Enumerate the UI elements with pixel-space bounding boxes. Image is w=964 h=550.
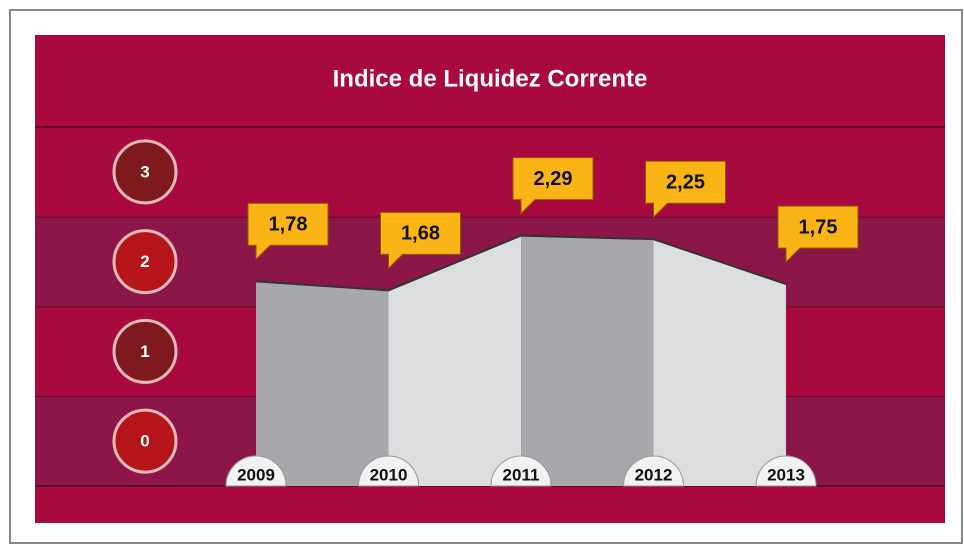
x-tick-label: 2012: [635, 465, 673, 484]
y-tick-label: 3: [140, 162, 149, 181]
callout: [777, 205, 859, 264]
area-segment: [653, 239, 786, 486]
callout: [512, 157, 594, 215]
x-badge: [622, 455, 685, 487]
y-tick-label: 0: [140, 432, 149, 451]
value-label: 2,29: [534, 168, 573, 190]
y-tick-badge: [112, 408, 178, 474]
y-tick-badge: [112, 139, 178, 205]
area-segment: [388, 235, 521, 486]
band: [35, 127, 945, 217]
x-tick-label: 2011: [503, 465, 540, 484]
x-tick-label: 2009: [237, 465, 275, 484]
x-tick-label: 2013: [767, 465, 805, 484]
value-label: 1,78: [269, 214, 308, 236]
value-label: 1,68: [401, 223, 440, 245]
x-tick-label: 2010: [370, 465, 408, 484]
value-label: 1,75: [799, 216, 838, 238]
callout: [247, 202, 329, 261]
x-badge: [490, 455, 552, 487]
area-segment: [256, 281, 389, 486]
area-line: [255, 234, 787, 292]
callout: [645, 160, 726, 219]
x-badge: [357, 455, 420, 487]
x-badge: [225, 455, 287, 487]
y-tick-badge: [112, 318, 178, 384]
chart-title: Indice de Liquidez Corrente: [333, 65, 648, 92]
x-badge: [755, 455, 817, 487]
y-tick-label: 1: [140, 342, 149, 361]
y-tick-badge: [112, 229, 178, 295]
y-tick-label: 2: [140, 252, 149, 271]
area-segment: [521, 235, 654, 486]
value-label: 2,25: [666, 171, 705, 193]
callout: [380, 211, 461, 270]
